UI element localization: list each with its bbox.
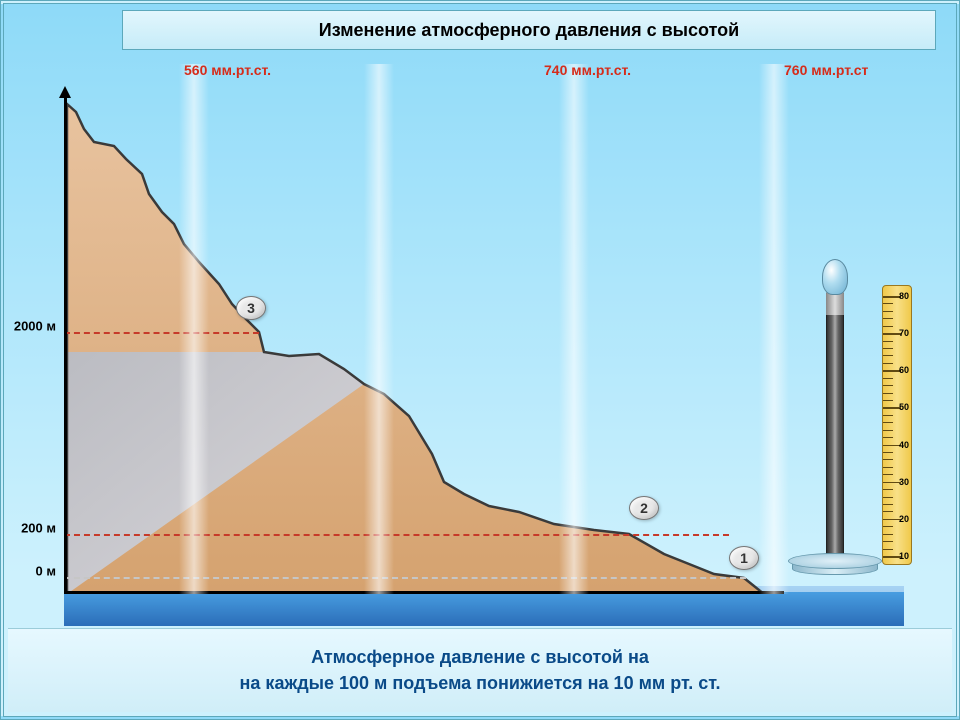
y-tick-label: 2000 м — [14, 319, 56, 334]
grid-line — [64, 332, 259, 334]
number-circle: 3 — [236, 296, 266, 320]
dish-icon — [788, 553, 882, 577]
diagram-frame: Изменение атмосферного давления с высото… — [0, 0, 960, 720]
y-axis — [64, 94, 67, 594]
chart-area: 2000 м200 м0 м 123 — [64, 94, 784, 594]
ruler-icon: 1020304050607080 — [882, 285, 912, 565]
grid-line — [64, 534, 729, 536]
pressure-label: 740 мм.рт.ст. — [544, 62, 631, 78]
pressure-label: 760 мм.рт.ст — [784, 62, 868, 78]
grid-line — [64, 577, 746, 579]
number-circle: 1 — [729, 546, 759, 570]
y-tick-label: 0 м — [36, 564, 56, 579]
light-column — [364, 64, 394, 594]
x-axis — [64, 591, 784, 594]
barometer-icon: 1020304050607080 — [812, 259, 912, 589]
bulb-icon — [822, 259, 848, 295]
light-column — [559, 64, 589, 594]
footer-line1: Атмосферное давление с высотой на — [311, 645, 649, 670]
pressure-label: 560 мм.рт.ст. — [184, 62, 271, 78]
y-tick-label: 200 м — [21, 521, 56, 536]
light-column — [759, 64, 789, 594]
mercury-tube-icon — [826, 291, 844, 561]
title-bar: Изменение атмосферного давления с высото… — [122, 10, 936, 50]
mountain-profile — [64, 94, 784, 594]
light-column — [179, 64, 209, 594]
footer-line2: на каждые 100 м подъема понижиется на 10… — [240, 671, 721, 696]
y-axis-arrow-icon — [59, 86, 71, 98]
title-text: Изменение атмосферного давления с высото… — [319, 20, 739, 41]
number-circle: 2 — [629, 496, 659, 520]
footer-bar: Атмосферное давление с высотой на на каж… — [8, 628, 952, 712]
